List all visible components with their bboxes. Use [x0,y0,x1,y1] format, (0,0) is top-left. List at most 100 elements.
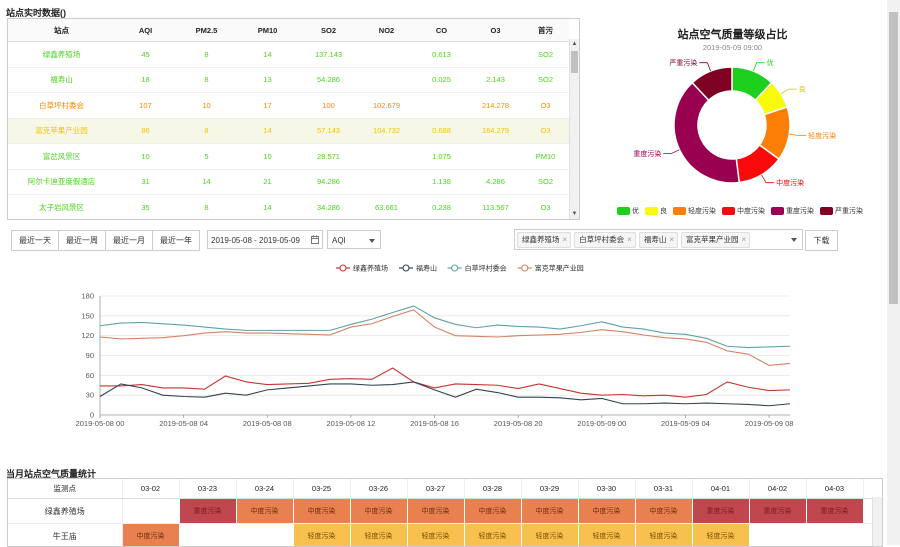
cell-so2: 28.571 [298,144,359,170]
page-scrollbar[interactable] [887,0,900,545]
chevron-down-icon[interactable] [791,238,797,242]
metric-select[interactable]: AQI [327,230,381,249]
column-header: O3 [469,19,522,42]
station-tag[interactable]: 绿鑫养殖场× [517,232,571,248]
close-icon[interactable]: × [627,233,632,247]
legend-label: 重度污染 [786,208,814,215]
download-button[interactable]: 下载 [805,230,838,251]
date-header: 04-02 [749,479,806,499]
status-cell: 中度污染 [293,499,350,524]
cell-pm10: 14 [237,195,298,221]
legend-item[interactable]: 重度污染 [771,206,814,216]
series-line[interactable] [100,368,790,397]
scroll-up-icon[interactable]: ▲ [570,39,579,49]
legend-item[interactable]: 良 [645,206,667,216]
status-cell: 中度污染 [521,499,578,524]
cell-so2: 137.143 [298,42,359,68]
y-tick-label: 90 [86,351,94,360]
cell-primary: O3 [522,93,569,119]
donut-legend: 优 良 轻度污染中度污染 重度污染严重污染 [600,206,880,216]
cell-no2 [359,144,414,170]
cell-pm25: 5 [176,144,237,170]
legend-swatch [820,207,833,215]
status-cell [236,524,293,547]
status-cell: 中度污染 [578,499,635,524]
station-tag[interactable]: 富克苹果产业园× [681,232,750,248]
legend-label[interactable]: 绿鑫养殖场 [353,264,388,273]
station-tag[interactable]: 福寿山× [639,232,678,248]
legend-item[interactable]: 优 [617,206,639,216]
cell-no2: 104.732 [359,118,414,144]
legend-item[interactable]: 中度污染 [722,206,765,216]
legend-label: 轻度污染 [688,208,716,215]
close-icon[interactable]: × [563,233,568,247]
legend-item[interactable]: 轻度污染 [673,206,716,216]
calendar-icon[interactable] [311,235,319,244]
legend-item[interactable]: 严重污染 [820,206,863,216]
cell-aqi: 31 [115,169,176,195]
table-scrollbar[interactable]: ▲ ▼ [569,39,579,219]
legend-swatch [771,207,784,215]
range-button[interactable]: 最近一年 [152,230,200,251]
station-tag[interactable]: 白草坪村委会× [574,232,636,248]
cell-no2: 102.679 [359,93,414,119]
x-tick-label: 2019-05-09 00 [577,419,626,428]
legend-swatch [673,207,686,215]
slice-label-line [753,63,764,71]
cell-name: 福寿山 [8,67,115,93]
cell-primary: SO2 [522,42,569,68]
station-tag-label: 白草坪村委会 [579,233,624,247]
series-line[interactable] [100,310,790,366]
metric-select-value: AQI [332,236,346,245]
series-line[interactable] [100,306,790,348]
cell-pm25: 14 [176,169,237,195]
table-row[interactable]: 绿鑫养殖场重度污染中度污染中度污染中度污染中度污染中度污染中度污染中度污染中度污… [8,499,882,524]
status-cell [806,524,863,547]
monthly-table-scrollbar[interactable] [872,497,882,546]
legend-marker [522,265,528,271]
legend-label[interactable]: 福寿山 [416,264,437,273]
y-tick-label: 60 [86,371,94,380]
cell-o3 [469,144,522,170]
column-header: PM2.5 [176,19,237,42]
legend-label: 良 [660,208,667,215]
range-button[interactable]: 最近一周 [58,230,106,251]
cell-aqi: 35 [115,195,176,221]
date-header: 03-25 [293,479,350,499]
range-button[interactable]: 最近一月 [105,230,153,251]
date-header: 03-29 [521,479,578,499]
station-tag-list: 绿鑫养殖场×白草坪村委会×福寿山×富克苹果产业园× [517,232,750,247]
legend-label[interactable]: 白草坪村委会 [465,264,507,273]
legend-label[interactable]: 富克苹果产业园 [535,264,584,273]
date-range-input[interactable]: 2019-05-08 - 2019-05-09 [207,230,323,249]
table-row[interactable]: 牛王庙中度污染轻度污染轻度污染轻度污染轻度污染轻度污染轻度污染轻度污染轻度污染 [8,524,882,547]
station-multiselect[interactable]: 绿鑫养殖场×白草坪村委会×福寿山×富克苹果产业园× [514,229,803,250]
cell-pm25: 8 [176,118,237,144]
cell-pm10: 14 [237,118,298,144]
column-header: 站点 [8,19,115,42]
table-scroll-thumb[interactable] [571,51,578,73]
cell-pm25: 10 [176,93,237,119]
legend-marker [403,265,409,271]
cell-pm25: 8 [176,195,237,221]
page-scroll-thumb[interactable] [889,12,898,304]
status-cell: 重度污染 [806,499,863,524]
close-icon[interactable]: × [669,233,674,247]
date-header: 03-30 [578,479,635,499]
cell-so2: 54.286 [298,67,359,93]
close-icon[interactable]: × [742,233,747,247]
range-button[interactable]: 最近一天 [11,230,59,251]
scroll-down-icon[interactable]: ▼ [570,209,579,219]
date-header: 03-24 [236,479,293,499]
x-tick-label: 2019-05-08 00 [76,419,125,428]
